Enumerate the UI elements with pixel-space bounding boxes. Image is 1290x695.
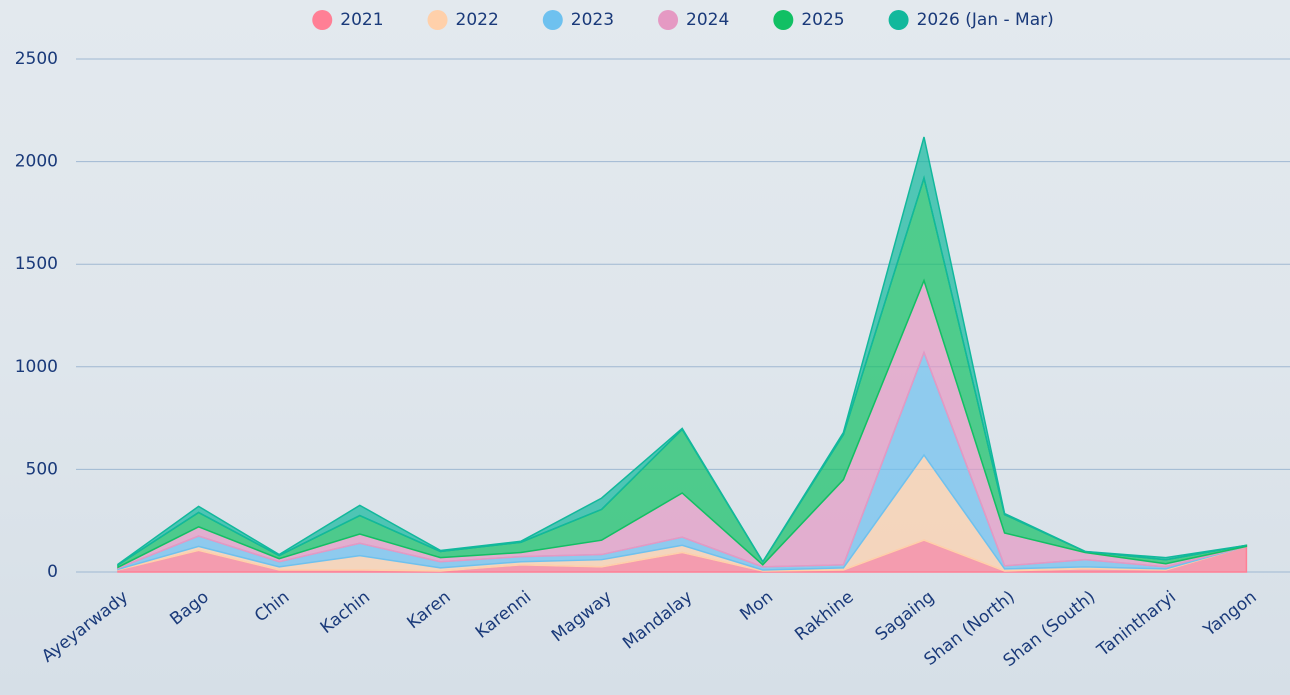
- legend-label: 2026 (Jan - Mar): [917, 10, 1054, 30]
- legend-swatch: [427, 10, 448, 30]
- x-tick-label: Bago: [166, 587, 212, 629]
- y-tick-label: 1500: [15, 254, 58, 274]
- x-tick-label: Sagaing: [872, 587, 938, 645]
- x-tick-label: Yangon: [1199, 587, 1260, 641]
- x-tick-label: Rakhine: [791, 587, 857, 645]
- area: [117, 136, 1247, 567]
- legend-label: 2022: [456, 10, 499, 30]
- area: [117, 278, 1247, 570]
- x-tick-label: Karen: [404, 587, 455, 633]
- legend-label: 2024: [686, 10, 729, 30]
- y-tick-label: 0: [47, 562, 58, 582]
- legend: 2021 2022 2023 2024 2025 2026 (Jan - Mar): [312, 10, 1054, 30]
- x-tick-label: Mon: [736, 587, 777, 625]
- legend-swatch: [888, 10, 909, 30]
- legend-swatch: [658, 10, 679, 30]
- legend-swatch: [773, 10, 794, 30]
- x-tick-label: Kachin: [317, 587, 374, 638]
- legend-label: 2023: [571, 10, 614, 30]
- y-tick-label: 500: [26, 459, 58, 479]
- x-tick-label: Magway: [548, 587, 616, 646]
- legend-label: 2025: [801, 10, 844, 30]
- x-tick-label: Chin: [251, 587, 293, 626]
- legend-swatch: [542, 10, 563, 30]
- x-tick-label: Ayeyarwady: [38, 587, 132, 667]
- x-tick-label: Tanintharyi: [1093, 587, 1180, 661]
- y-tick-label: 2000: [15, 152, 58, 172]
- y-tick-label: 2500: [15, 49, 58, 69]
- legend-swatch: [312, 10, 333, 30]
- x-tick-label: Mandalay: [619, 587, 696, 653]
- legend-label: 2021: [340, 10, 383, 30]
- y-tick-label: 1000: [15, 357, 58, 377]
- x-tick-label: Karenni: [472, 587, 535, 643]
